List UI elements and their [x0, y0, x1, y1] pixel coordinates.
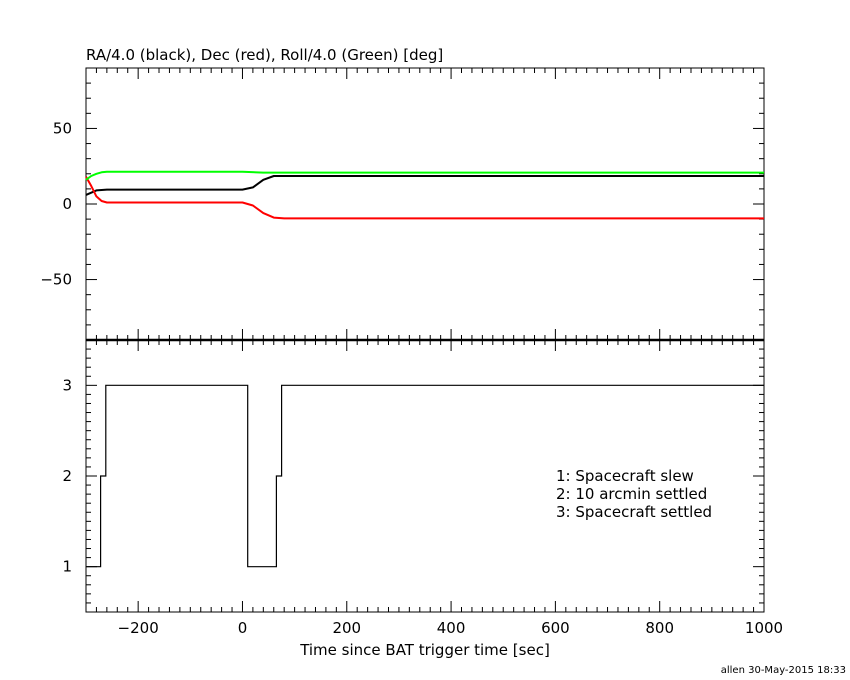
footer-timestamp: allen 30-May-2015 18:33 — [721, 665, 846, 676]
legend-item-1: 1: Spacecraft slew — [556, 467, 694, 485]
bottom-series-layer — [86, 384, 764, 568]
x-axis-label: Time since BAT trigger time [sec] — [299, 641, 550, 659]
x-tick-label: 800 — [645, 619, 674, 637]
series-line-0 — [85, 175, 764, 196]
chart-title: RA/4.0 (black), Dec (red), Roll/4.0 (Gre… — [86, 46, 443, 64]
bottom-y-tick-label: 1 — [62, 558, 72, 576]
bottom-y-tick-label: 2 — [62, 467, 72, 485]
x-tick-label: −200 — [118, 619, 159, 637]
legend-item-3: 3: Spacecraft settled — [556, 503, 712, 521]
legend: 1: Spacecraft slew 2: 10 arcmin settled … — [556, 467, 712, 521]
series-line-2 — [85, 170, 764, 181]
x-tick-label: 0 — [238, 619, 248, 637]
x-tick-label: 1000 — [745, 619, 783, 637]
settle-state-line — [86, 384, 764, 568]
top-panel-frame — [85, 67, 765, 341]
x-tick-label: 200 — [332, 619, 361, 637]
top-series-layer — [85, 170, 764, 220]
ticks-layer — [85, 67, 765, 612]
top-y-tick-label: 0 — [62, 195, 72, 213]
top-y-tick-label: −50 — [40, 271, 72, 289]
legend-item-2: 2: 10 arcmin settled — [556, 485, 707, 503]
labels-layer: 50 0 −50 3 2 1 −200 0 200 400 600 800 1000 — [40, 119, 783, 637]
bottom-y-tick-label: 3 — [62, 376, 72, 394]
x-tick-label: 600 — [541, 619, 570, 637]
x-tick-label: 400 — [437, 619, 466, 637]
top-y-tick-label: 50 — [53, 119, 72, 137]
series-line-1 — [85, 176, 764, 220]
